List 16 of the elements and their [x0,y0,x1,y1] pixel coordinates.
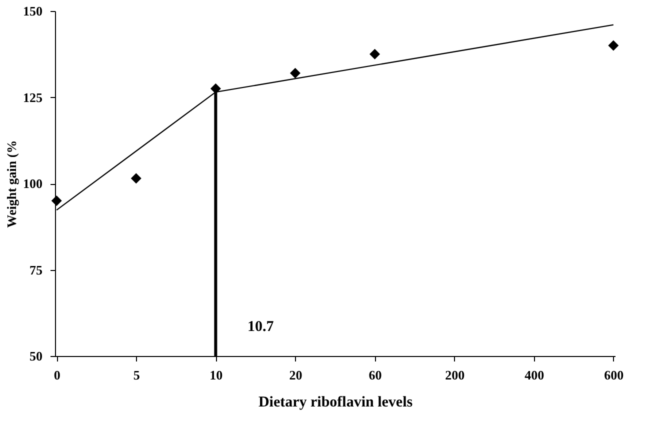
y-tick-label: 75 [30,262,43,278]
y-tick-label: 100 [23,176,42,191]
y-tick-label: 50 [30,348,42,364]
x-tick-label: 0 [54,368,60,382]
x-axis-title: Dietary riboflavin levels [258,394,413,410]
annotation: 10.7 [248,319,274,335]
x-tick-label: 60 [368,368,382,382]
y-tick-label: 150 [23,4,42,18]
x-tick-label: 5 [133,368,140,382]
x-tick-label: 20 [289,368,302,382]
y-axis-title: Weight gain (% [4,140,19,228]
y-tick-label: 125 [23,90,43,105]
x-tick-label: 200 [445,368,465,382]
x-tick-label: 400 [524,368,544,382]
x-tick-label: 10 [210,368,223,382]
x-tick-label: 600 [604,368,624,382]
